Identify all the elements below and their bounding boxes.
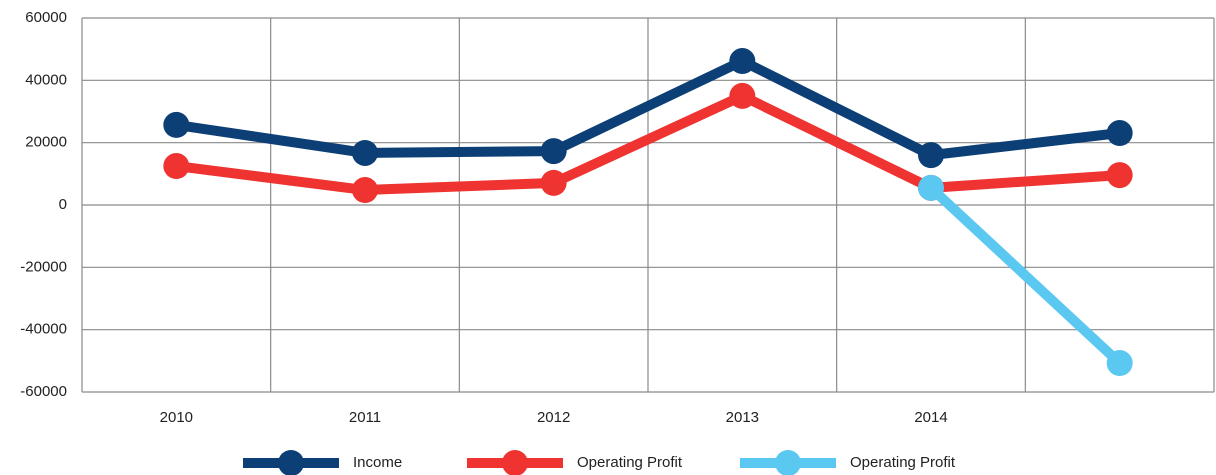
legend-label: Operating Profit <box>577 454 683 471</box>
series-point <box>540 169 567 196</box>
legend-marker <box>502 450 528 475</box>
series-point <box>540 138 567 165</box>
x-tick-label: 2013 <box>726 409 759 426</box>
series <box>163 48 1133 169</box>
series-point <box>729 48 756 75</box>
legend-marker <box>775 450 801 475</box>
series-point <box>352 177 378 204</box>
series-point <box>163 111 190 138</box>
series <box>918 174 1133 377</box>
x-tick-label: 2010 <box>160 409 193 426</box>
series-line <box>927 184 1124 367</box>
series-point <box>1106 350 1133 377</box>
series-point <box>918 142 944 169</box>
y-tick-label: 60000 <box>25 9 67 26</box>
legend-label: Operating Profit <box>850 454 956 471</box>
series-point <box>1106 120 1133 147</box>
series-point <box>918 174 944 201</box>
y-tick-label: -60000 <box>20 383 67 400</box>
y-tick-label: -40000 <box>20 321 67 338</box>
y-tick-label: -20000 <box>20 258 67 275</box>
y-tick-label: 20000 <box>25 134 67 151</box>
x-tick-label: 2011 <box>349 409 381 426</box>
x-tick-label: 2012 <box>537 409 570 426</box>
series-point <box>163 153 190 180</box>
y-tick-label: 40000 <box>25 71 67 88</box>
series-point <box>352 139 378 166</box>
x-tick-label: 2014 <box>914 409 947 426</box>
series-line <box>175 56 1121 161</box>
series-point <box>1106 162 1133 189</box>
series-point <box>729 82 756 109</box>
legend-marker <box>278 450 304 475</box>
series-line <box>175 90 1121 196</box>
legend-label: Income <box>353 454 402 471</box>
y-tick-label: 0 <box>59 196 67 213</box>
